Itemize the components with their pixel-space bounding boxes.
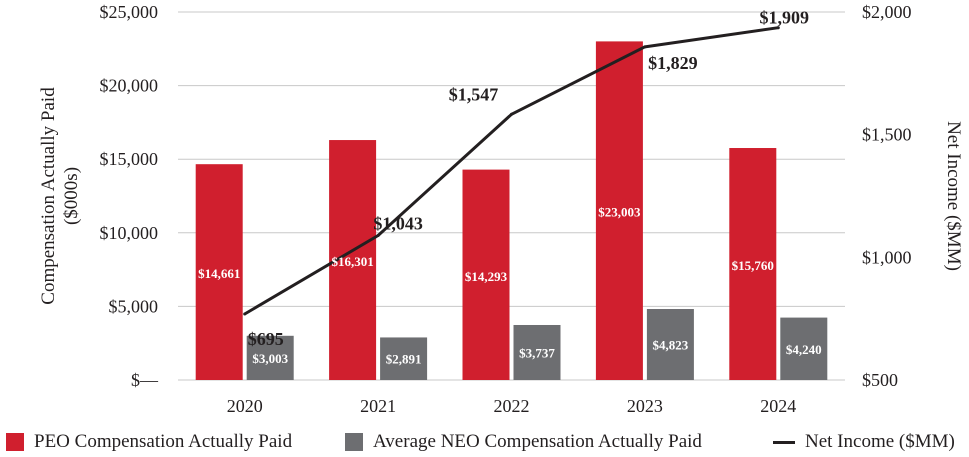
legend-swatch-neo [345, 433, 363, 451]
net-income-label: $1,547 [449, 84, 499, 104]
neo-bar-label: $4,823 [653, 338, 689, 353]
left-tick-label: $— [131, 370, 159, 390]
left-tick-label: $20,000 [100, 76, 159, 96]
peo-bar [729, 148, 777, 380]
peo-bar-label: $14,661 [198, 266, 240, 281]
left-tick-label: $5,000 [109, 296, 159, 316]
peo-bar-label: $16,301 [331, 254, 373, 269]
peo-bar-label: $23,003 [598, 205, 641, 220]
net-income-label: $1,829 [648, 53, 698, 73]
peo-bar-label: $14,293 [465, 269, 508, 284]
left-tick-label: $15,000 [100, 149, 159, 169]
legend-item-net-income: Net Income ($MM) [773, 431, 955, 453]
x-tick-label: 2024 [760, 396, 796, 416]
right-tick-label: $1,000 [862, 247, 912, 267]
net-income-label: $1,043 [373, 213, 423, 233]
peo-bar [462, 169, 510, 380]
right-axis-ticks: $500 $1,000 $1,500 $2,000 [862, 2, 912, 390]
net-income-label: $695 [248, 329, 284, 349]
neo-bar [246, 335, 294, 380]
net-income-line [243, 26, 780, 316]
net-income-point [243, 312, 247, 316]
left-tick-label: $10,000 [100, 223, 159, 243]
left-tick-label: $25,000 [100, 2, 159, 22]
legend: PEO Compensation Actually Paid Average N… [0, 427, 969, 457]
neo-bar-label: $3,737 [519, 345, 555, 360]
x-axis-ticks: 2020 2021 2022 2023 2024 [227, 396, 797, 416]
legend-item-neo: Average NEO Compensation Actually Paid [345, 431, 702, 453]
left-axis-title-line-1: Compensation Actually Paid [38, 87, 59, 305]
right-tick-label: $2,000 [862, 2, 912, 22]
peo-bar-label: $15,760 [732, 258, 774, 273]
net-income-point [776, 26, 780, 30]
net-income-point [376, 233, 380, 237]
legend-item-peo: PEO Compensation Actually Paid [6, 431, 292, 453]
bar-data-labels: $14,661 $3,003 $16,301 $2,891 $14,293 $3,737 $… [198, 205, 822, 367]
neo-bar [646, 309, 694, 380]
net-income-point [510, 112, 513, 116]
legend-line-net-income [773, 440, 795, 444]
neo-bar-label: $3,003 [252, 351, 288, 366]
axis-titles: Compensation Actually Paid ($000s) Net Inc… [38, 87, 964, 305]
x-tick-label: 2022 [494, 396, 530, 416]
right-tick-label: $1,500 [862, 125, 912, 145]
net-income-label: $1,909 [760, 8, 810, 28]
peo-bar [595, 41, 643, 380]
bars [195, 41, 828, 380]
x-tick-label: 2021 [360, 396, 396, 416]
legend-label-net-income: Net Income ($MM) [805, 431, 955, 452]
x-tick-label: 2020 [227, 396, 263, 416]
compensation-vs-net-income-chart: $— $5,000 $10,000 $15,000 $20,000 $25,000 $50… [38, 2, 964, 416]
neo-bar [513, 324, 561, 380]
peo-bar [195, 164, 243, 380]
x-tick-label: 2023 [627, 396, 663, 416]
legend-swatch-peo [6, 433, 24, 451]
right-axis-title: Net Income ($MM) [943, 121, 964, 271]
left-axis-ticks: $— $5,000 $10,000 $15,000 $20,000 $25,000 [100, 2, 160, 390]
net-income-series-line [243, 26, 779, 316]
neo-bar-label: $4,240 [786, 342, 822, 357]
legend-label-neo: Average NEO Compensation Actually Paid [373, 431, 702, 452]
line-data-labels: $695 $1,043 $1,547 $1,829 $1,909 [248, 8, 809, 349]
net-income-point [643, 45, 647, 49]
neo-bar [780, 317, 828, 380]
left-axis-title-line-2: ($000s) [61, 167, 82, 225]
right-tick-label: $500 [862, 370, 898, 390]
legend-label-peo: PEO Compensation Actually Paid [34, 431, 293, 452]
neo-bar [380, 337, 428, 380]
neo-bar-label: $2,891 [386, 352, 422, 367]
